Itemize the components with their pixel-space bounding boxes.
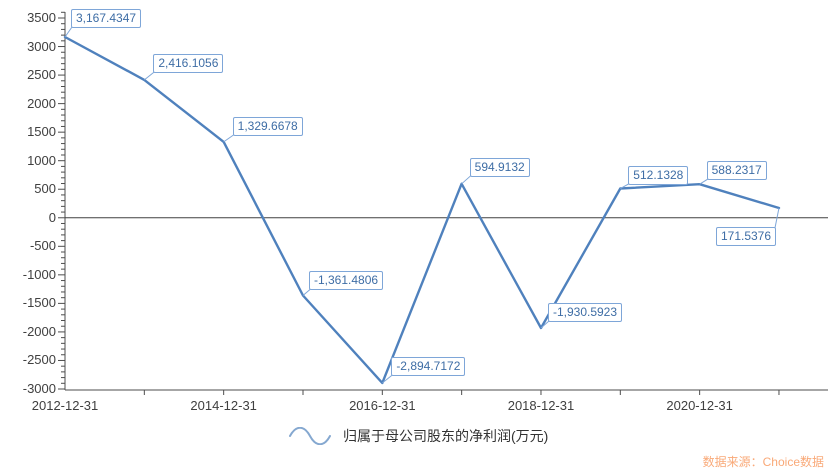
data-point-label: 171.5376 (715, 226, 777, 246)
y-axis-tick-label: -500 (29, 238, 56, 254)
x-axis-tick-label: 2018-12-31 (507, 398, 575, 413)
y-axis-tick-label: 500 (34, 181, 56, 197)
y-axis-tick-label: -2000 (22, 323, 56, 339)
data-point-label: 588.2317 (706, 161, 767, 181)
y-axis-tick-label: 1000 (27, 152, 56, 168)
label-connector (144, 71, 155, 81)
data-point-label: 594.9132 (469, 157, 530, 177)
data-point-label: 2,416.1056 (153, 53, 224, 73)
data-point-label: 512.1328 (628, 165, 689, 185)
data-point-label: 1,329.6678 (232, 116, 303, 136)
y-axis-tick-label: 3500 (27, 10, 56, 25)
legend-line-icon (289, 427, 331, 445)
label-connector (302, 289, 311, 296)
label-connector (461, 175, 471, 185)
y-axis-tick-label: 3000 (27, 38, 56, 54)
y-axis-tick-label: -3000 (22, 381, 56, 396)
legend-label: 归属于母公司股东的净利润(万元) (343, 428, 549, 444)
label-connector (223, 134, 234, 143)
y-axis-tick-label: 1500 (27, 124, 56, 140)
label-connector (64, 26, 73, 38)
data-point-label: -1,930.5923 (547, 302, 623, 322)
label-connector (774, 207, 780, 229)
x-axis-tick-label: 2016-12-31 (349, 398, 416, 413)
x-axis-tick-label: 2012-12-31 (31, 398, 99, 413)
y-axis-tick-label: -2500 (22, 352, 56, 368)
label-connector (382, 374, 393, 384)
y-axis-tick-label: -1500 (22, 295, 56, 311)
y-axis-tick-label: 2000 (27, 95, 56, 111)
data-source-note: 数据来源：Choice数据 (702, 455, 824, 469)
label-connector (540, 320, 550, 329)
data-point-label: -2,894.7172 (391, 356, 466, 376)
label-connector (620, 183, 630, 189)
label-connector (699, 178, 708, 185)
data-point-label: 3,167.4347 (71, 8, 142, 28)
data-point-label: -1,361.4806 (308, 271, 384, 291)
y-axis-tick-label: 0 (48, 209, 56, 225)
y-axis-tick-label: -1000 (22, 266, 56, 282)
x-axis-tick-label: 2020-12-31 (666, 398, 733, 413)
x-axis-tick-label: 2014-12-31 (190, 398, 257, 413)
y-axis-tick-label: 2500 (27, 67, 56, 83)
legend: 归属于母公司股东的净利润(万元) (288, 426, 548, 446)
series-line (63, 35, 781, 385)
